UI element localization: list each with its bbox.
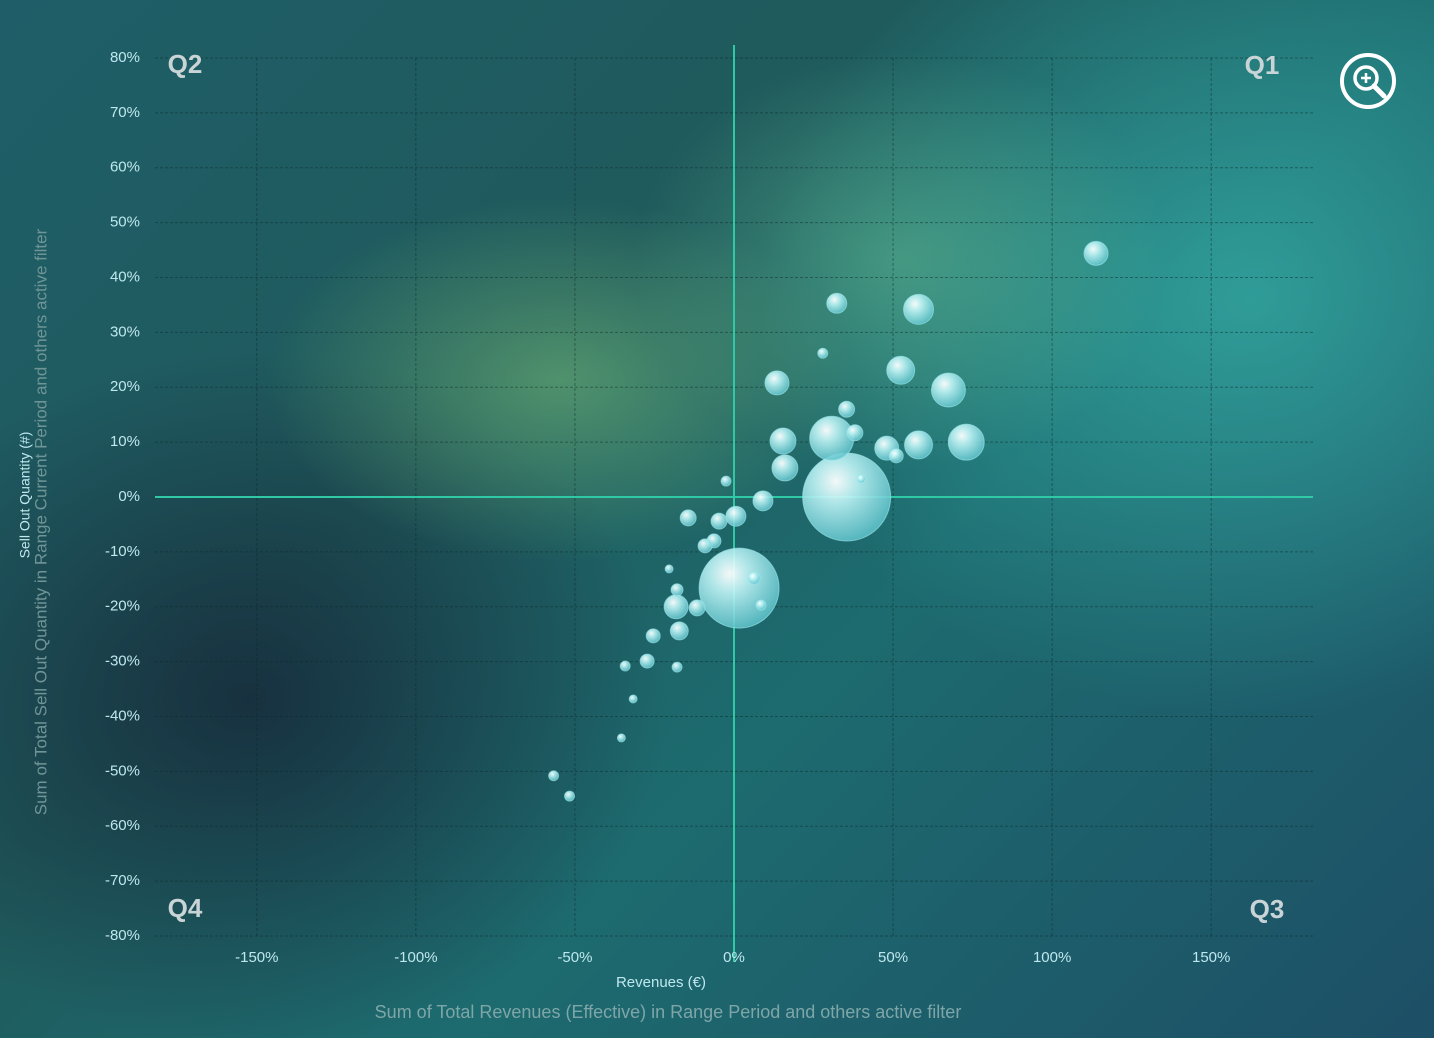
x-axis-sublabel: Sum of Total Revenues (Effective) in Ran…	[375, 1002, 962, 1022]
bubble	[548, 770, 560, 782]
bubble	[903, 293, 935, 325]
bubble	[710, 512, 728, 530]
bubble	[947, 423, 985, 461]
y-tick-label: -20%	[105, 598, 140, 615]
bubble	[886, 355, 916, 385]
y-tick-label: 50%	[110, 214, 140, 231]
bubble	[670, 583, 684, 597]
bubble	[663, 594, 689, 620]
y-tick-label: -80%	[105, 927, 140, 944]
y-tick-label: 80%	[110, 49, 140, 66]
x-tick-label: -50%	[557, 949, 592, 966]
zoom-ring[interactable]	[1340, 53, 1396, 109]
bubble	[809, 415, 855, 461]
bubble	[752, 490, 774, 512]
bubble	[826, 292, 848, 314]
bubbles	[548, 240, 1109, 802]
bubble	[769, 427, 797, 455]
y-tick-label: 70%	[110, 104, 140, 121]
quadrant-label: Q2	[168, 49, 203, 79]
y-tick-label: -10%	[105, 543, 140, 560]
bubble	[616, 733, 626, 743]
y-tick-label: 30%	[110, 323, 140, 340]
bubble	[697, 538, 713, 554]
labels: Q1 Q2 Q3 Q4 Revenues (€) Sum of Total Re…	[17, 49, 1285, 1022]
y-tick-label: 20%	[110, 378, 140, 395]
y-tick-label: -60%	[105, 817, 140, 834]
y-tick-label: -40%	[105, 707, 140, 724]
x-tick-label: -150%	[235, 949, 278, 966]
bubble	[904, 430, 934, 460]
zoom-button[interactable]	[1340, 53, 1396, 109]
bubble	[755, 599, 767, 611]
bubble	[645, 628, 661, 644]
x-axis-label: Revenues (€)	[616, 974, 706, 991]
bubble	[688, 599, 706, 617]
x-tick-label: 150%	[1192, 949, 1230, 966]
quadrant-label: Q1	[1245, 50, 1280, 80]
bubble	[564, 790, 576, 802]
x-tick-label: 0%	[723, 949, 745, 966]
bubble	[771, 454, 799, 482]
quadrant-label: Q3	[1250, 894, 1285, 924]
bubble	[628, 694, 638, 704]
x-tick-label: 50%	[878, 949, 908, 966]
bubble	[698, 547, 780, 629]
bubble	[846, 424, 864, 442]
quadrant-label: Q4	[168, 893, 203, 923]
bubble	[1083, 240, 1109, 266]
bubble	[888, 448, 904, 464]
y-tick-label: -50%	[105, 762, 140, 779]
bubble	[802, 452, 892, 542]
bubble	[664, 564, 674, 574]
y-tick-label: -30%	[105, 653, 140, 670]
zoom-handle[interactable]	[1371, 83, 1387, 99]
x-tick-label: 100%	[1033, 949, 1071, 966]
bubble	[930, 372, 966, 408]
y-tick-label: 60%	[110, 159, 140, 176]
bubble	[619, 660, 631, 672]
bubble	[671, 661, 683, 673]
bubble	[856, 474, 866, 484]
zoom-lens[interactable]	[1353, 65, 1379, 91]
y-axis-sublabel: Sum of Total Sell Out Quantity in Range …	[31, 228, 50, 815]
x-tick-label: -100%	[394, 949, 437, 966]
grid	[155, 45, 1313, 962]
y-tick-label: 0%	[118, 488, 140, 505]
bubble	[679, 509, 697, 527]
y-tick-label: 10%	[110, 433, 140, 450]
y-axis-label: Sell Out Quantity (#)	[17, 432, 33, 559]
bubble	[669, 621, 689, 641]
y-tick-label: -70%	[105, 872, 140, 889]
bubble	[817, 347, 829, 359]
bubble	[764, 370, 790, 396]
y-tick-label: 40%	[110, 268, 140, 285]
bubble	[639, 653, 655, 669]
bubble	[725, 505, 747, 527]
bubble	[747, 571, 761, 585]
bubble	[838, 400, 856, 418]
bubble	[720, 475, 732, 487]
